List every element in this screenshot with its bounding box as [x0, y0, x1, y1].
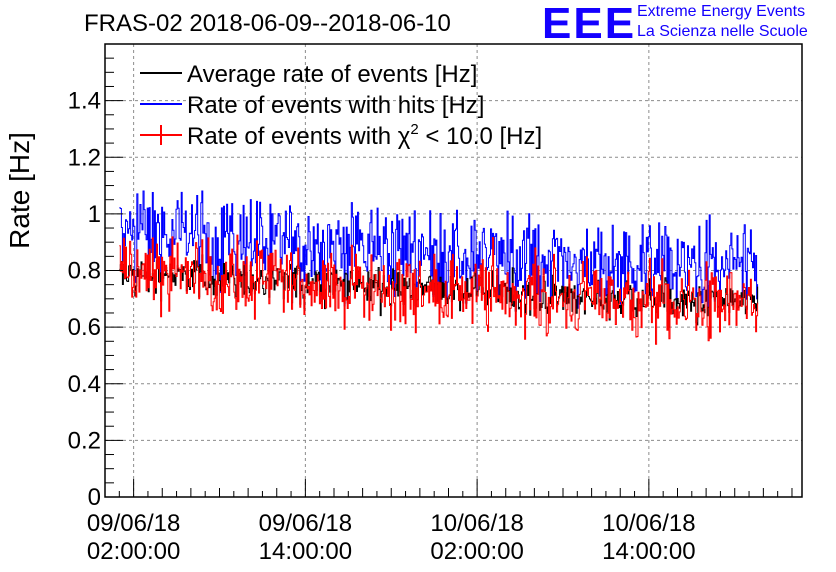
- x-tick-label-date: 09/06/18: [259, 510, 352, 537]
- y-axis-title: Rate [Hz]: [4, 132, 35, 249]
- x-tick-label-date: 10/06/18: [430, 510, 523, 537]
- logo-line-1: Extreme Energy Events: [637, 3, 806, 20]
- chart-title: FRAS-02 2018-06-09--2018-06-10: [84, 10, 451, 37]
- series-line-1: [119, 190, 759, 315]
- eee-logo: EEE: [542, 0, 637, 48]
- axis-ticks: [104, 43, 793, 498]
- x-tick-label-date: 09/06/18: [87, 510, 180, 537]
- y-tick-label: 1.2: [68, 144, 101, 171]
- y-tick-label: 0: [88, 484, 101, 511]
- axis-tick-labels: 00.20.40.60.811.21.409/06/1802:00:0009/0…: [68, 88, 696, 565]
- legend: Average rate of events [Hz] Rate of even…: [140, 61, 542, 150]
- x-tick-label-time: 14:00:00: [602, 538, 695, 565]
- series-line-2: [119, 234, 759, 345]
- y-tick-label: 0.4: [68, 371, 101, 398]
- x-tick-label-time: 14:00:00: [259, 538, 352, 565]
- y-tick-label: 1: [88, 201, 101, 228]
- legend-label-average: Average rate of events [Hz]: [187, 61, 477, 88]
- legend-label-hits: Rate of events with hits [Hz]: [187, 92, 484, 119]
- y-tick-label: 0.6: [68, 314, 101, 341]
- y-tick-label: 0.2: [68, 427, 101, 454]
- x-tick-label-time: 02:00:00: [430, 538, 523, 565]
- y-tick-label: 1.4: [68, 88, 101, 115]
- legend-label-chi2: Rate of events with χ2 < 10.0 [Hz]: [187, 121, 542, 150]
- logo-line-2: La Scienza nelle Scuole: [637, 23, 808, 40]
- y-tick-label: 0.8: [68, 258, 101, 285]
- x-tick-label-time: 02:00:00: [87, 538, 180, 565]
- x-tick-label-date: 10/06/18: [602, 510, 695, 537]
- series-lines: [119, 190, 759, 345]
